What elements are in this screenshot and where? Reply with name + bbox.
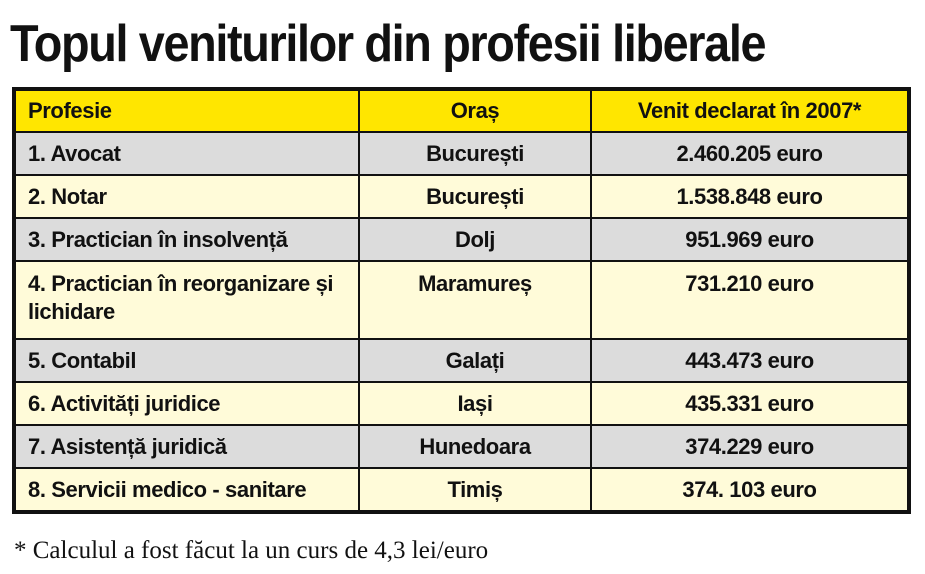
cell-city: Iași bbox=[358, 381, 592, 426]
cell-profession: 4. Practician în reorganizare și lichida… bbox=[13, 260, 360, 340]
cell-income: 2.460.205 euro bbox=[590, 131, 910, 176]
income-table: Profesie Oraș Venit declarat în 2007* 1.… bbox=[12, 87, 911, 514]
page-title: Topul veniturilor din profesii liberale bbox=[10, 15, 767, 73]
cell-city: Galați bbox=[358, 338, 592, 383]
cell-profession: 6. Activități juridice bbox=[13, 381, 360, 426]
cell-profession: 5. Contabil bbox=[13, 338, 360, 383]
cell-income: 374.229 euro bbox=[590, 424, 910, 469]
footnote: * Calculul a fost făcut la un curs de 4,… bbox=[14, 537, 489, 564]
table-row: 8. Servicii medico - sanitare Timiș 374.… bbox=[13, 467, 910, 513]
table-row: 3. Practician în insolvență Dolj 951.969… bbox=[13, 217, 910, 262]
cell-income: 435.331 euro bbox=[590, 381, 910, 426]
cell-income: 1.538.848 euro bbox=[590, 174, 910, 219]
table-row: 5. Contabil Galați 443.473 euro bbox=[13, 338, 910, 383]
cell-city: Hunedoara bbox=[358, 424, 592, 469]
cell-profession: 2. Notar bbox=[13, 174, 360, 219]
cell-income: 731.210 euro bbox=[590, 260, 910, 340]
table-header-row: Profesie Oraș Venit declarat în 2007* bbox=[13, 88, 910, 133]
header-profession: Profesie bbox=[13, 88, 360, 133]
cell-income: 951.969 euro bbox=[590, 217, 910, 262]
table-row: 6. Activități juridice Iași 435.331 euro bbox=[13, 381, 910, 426]
table-row: 2. Notar București 1.538.848 euro bbox=[13, 174, 910, 219]
table-row: 1. Avocat București 2.460.205 euro bbox=[13, 131, 910, 176]
cell-profession: 7. Asistență juridică bbox=[13, 424, 360, 469]
cell-city: Timiș bbox=[358, 467, 592, 513]
cell-profession: 8. Servicii medico - sanitare bbox=[13, 467, 360, 513]
table-row: 4. Practician în reorganizare și lichida… bbox=[13, 260, 910, 340]
cell-income: 374. 103 euro bbox=[590, 467, 910, 513]
cell-city: Dolj bbox=[358, 217, 592, 262]
cell-profession: 3. Practician în insolvență bbox=[13, 217, 360, 262]
header-city: Oraș bbox=[358, 88, 592, 133]
cell-city: București bbox=[358, 131, 592, 176]
cell-city: Maramureș bbox=[358, 260, 592, 340]
cell-profession: 1. Avocat bbox=[13, 131, 360, 176]
header-income: Venit declarat în 2007* bbox=[590, 88, 910, 133]
table-row: 7. Asistență juridică Hunedoara 374.229 … bbox=[13, 424, 910, 469]
cell-city: București bbox=[358, 174, 592, 219]
cell-income: 443.473 euro bbox=[590, 338, 910, 383]
